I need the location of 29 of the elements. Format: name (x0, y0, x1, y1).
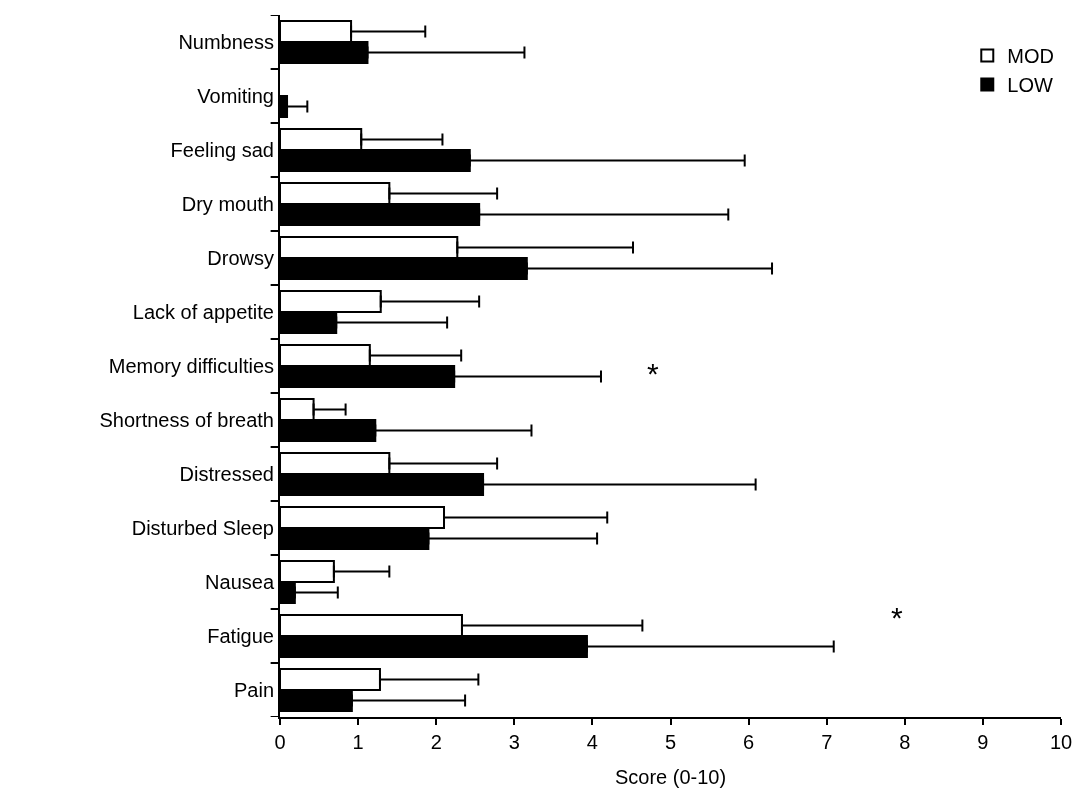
legend-label: MOD (1007, 45, 1054, 68)
y-tick-label: Drowsy (207, 247, 274, 269)
x-tick-label: 4 (586, 731, 598, 753)
y-tick-label: Numbness (178, 31, 274, 53)
x-tick-label: 2 (430, 731, 442, 753)
y-tick-label: Distressed (179, 463, 274, 485)
y-tick-label: Feeling sad (170, 139, 274, 161)
legend-label: LOW (1007, 74, 1053, 97)
y-tick-label: Dry mouth (181, 193, 274, 215)
y-tick-label: Nausea (205, 571, 275, 593)
y-tick-label: Lack of appetite (132, 301, 274, 323)
y-tick-label: Disturbed Sleep (131, 517, 274, 539)
x-tick-label: 0 (274, 731, 286, 753)
y-tick-label: Vomiting (197, 85, 274, 107)
y-tick-label: Memory difficulties (108, 355, 274, 377)
x-axis-title: Score (0-10) (614, 766, 727, 788)
x-tick-label: 7 (821, 731, 833, 753)
x-tick-label: 1 (352, 731, 364, 753)
x-tick-label: 6 (743, 731, 755, 753)
x-tick-label: 9 (977, 731, 989, 753)
x-tick-label: 3 (508, 731, 520, 753)
annotation: * (647, 357, 659, 390)
y-tick-label: Fatigue (207, 625, 274, 647)
y-tick-label: Pain (233, 679, 274, 701)
annotation: * (891, 601, 903, 634)
x-tick-label: 8 (899, 731, 911, 753)
x-tick-label: 5 (664, 731, 677, 753)
x-tick-label: 10 (1049, 731, 1073, 753)
y-tick-label: Shortness of breath (99, 409, 274, 431)
